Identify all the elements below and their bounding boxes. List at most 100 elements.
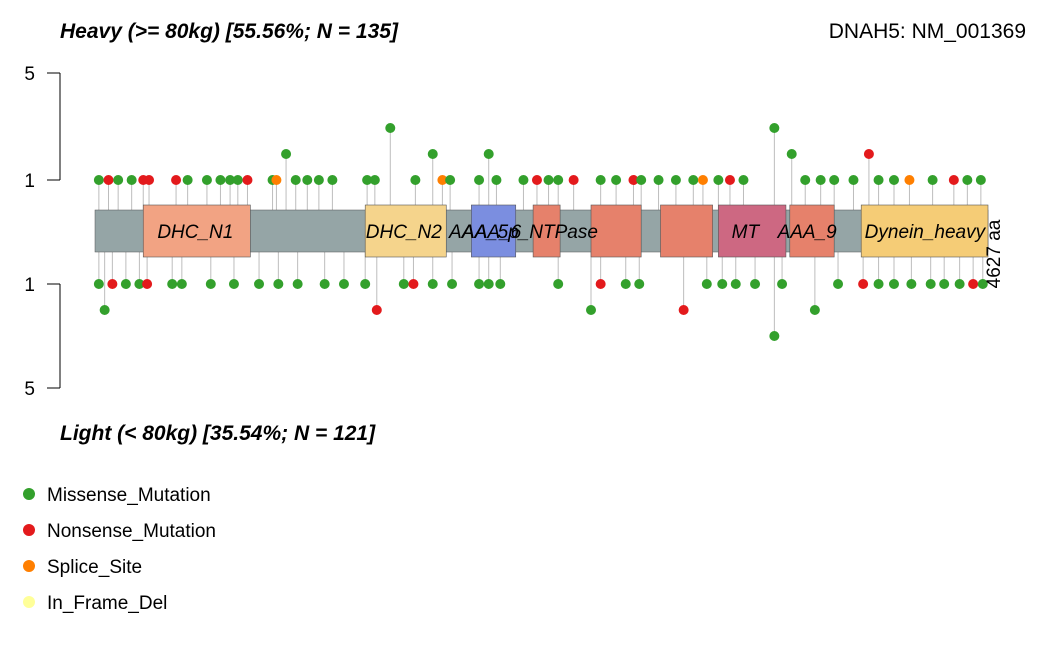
mutation-point bbox=[360, 279, 371, 289]
mutation-point bbox=[281, 149, 292, 159]
legend-marker bbox=[23, 560, 35, 572]
mutation-point bbox=[410, 175, 421, 185]
mutation-point bbox=[518, 175, 529, 185]
mutation-point bbox=[292, 279, 303, 289]
mutation-point bbox=[483, 149, 494, 159]
mutation-point bbox=[948, 175, 959, 185]
mutation-point bbox=[182, 175, 193, 185]
mutation-point bbox=[126, 175, 137, 185]
mutation-point bbox=[93, 279, 104, 289]
legend-label: Nonsense_Mutation bbox=[47, 521, 216, 542]
mutation-point bbox=[543, 175, 554, 185]
mutation-point bbox=[786, 149, 797, 159]
mutation-point bbox=[408, 279, 419, 289]
mutation-point bbox=[302, 175, 313, 185]
domain-label: AAA_9 bbox=[777, 222, 838, 243]
mutation-point bbox=[447, 279, 458, 289]
mutation-point bbox=[483, 279, 494, 289]
lollipop-heads bbox=[93, 123, 988, 341]
mutation-point bbox=[254, 279, 265, 289]
mutation-point bbox=[769, 123, 780, 133]
mutation-point bbox=[925, 279, 936, 289]
mutation-point bbox=[103, 175, 114, 185]
mutation-point bbox=[939, 279, 950, 289]
mutation-point bbox=[362, 175, 373, 185]
mutation-point bbox=[717, 279, 728, 289]
mutation-point bbox=[800, 175, 811, 185]
domain-label: DHC_N2 bbox=[366, 222, 442, 243]
mutation-point bbox=[670, 175, 681, 185]
mutation-point bbox=[904, 175, 915, 185]
mutation-point bbox=[531, 175, 542, 185]
legend-label: In_Frame_Del bbox=[47, 593, 167, 614]
legend: Missense_Mutation Nonsense_Mutation Splice… bbox=[23, 485, 216, 614]
mutation-point bbox=[167, 279, 178, 289]
mutation-point bbox=[201, 175, 212, 185]
mutation-point bbox=[369, 175, 380, 185]
mutation-point bbox=[495, 279, 506, 289]
domain-label: MT bbox=[732, 222, 761, 243]
mutation-point bbox=[176, 279, 187, 289]
mutation-point bbox=[701, 279, 712, 289]
domain-box bbox=[789, 204, 835, 258]
mutation-point bbox=[338, 279, 349, 289]
mutation-point bbox=[271, 175, 282, 185]
mutation-point bbox=[385, 123, 396, 133]
domain-label: Dynein_heavy bbox=[865, 222, 987, 243]
mutation-point bbox=[889, 279, 900, 289]
protein-domains bbox=[142, 204, 989, 258]
mutation-point bbox=[620, 279, 631, 289]
mutation-point bbox=[290, 175, 301, 185]
mutation-point bbox=[724, 175, 735, 185]
mutation-point bbox=[750, 279, 761, 289]
mutation-point bbox=[595, 175, 606, 185]
mutation-point bbox=[242, 175, 253, 185]
legend-marker bbox=[23, 524, 35, 536]
mutation-point bbox=[777, 279, 788, 289]
domain-box bbox=[142, 204, 251, 258]
mutation-point bbox=[113, 175, 124, 185]
top-group-title: Heavy (>= 80kg) [55.56%; N = 135] bbox=[60, 20, 399, 43]
mutation-point bbox=[553, 175, 564, 185]
mutation-point bbox=[873, 279, 884, 289]
domain-box bbox=[532, 204, 561, 258]
mutation-point bbox=[225, 175, 236, 185]
y-tick-label: 1 bbox=[24, 171, 35, 192]
mutation-point bbox=[595, 279, 606, 289]
mutation-point bbox=[474, 279, 485, 289]
mutation-point bbox=[398, 279, 409, 289]
mutation-point bbox=[327, 175, 338, 185]
mutation-point bbox=[142, 279, 153, 289]
mutation-point bbox=[228, 279, 239, 289]
mutation-point bbox=[873, 175, 884, 185]
mutation-point bbox=[93, 175, 104, 185]
mutation-point bbox=[273, 279, 284, 289]
mutation-point bbox=[730, 279, 741, 289]
mutation-point bbox=[205, 279, 216, 289]
mutation-point bbox=[713, 175, 724, 185]
mutation-point bbox=[99, 305, 110, 315]
mutation-point bbox=[144, 175, 155, 185]
mutation-point bbox=[968, 279, 979, 289]
domain-label: AAA_6 bbox=[461, 222, 522, 243]
mutation-point bbox=[134, 279, 145, 289]
mutation-point bbox=[611, 175, 622, 185]
domain-label: DHC_N1 bbox=[157, 222, 233, 243]
mutation-point bbox=[445, 175, 456, 185]
mutation-point bbox=[568, 175, 579, 185]
mutation-point bbox=[553, 279, 564, 289]
legend-marker bbox=[23, 488, 35, 500]
y-tick-label: 5 bbox=[24, 379, 35, 400]
domain-box bbox=[718, 204, 787, 258]
bottom-group-title: Light (< 80kg) [35.54%; N = 121] bbox=[60, 422, 376, 445]
gene-label: DNAH5: NM_001369 bbox=[829, 20, 1026, 43]
mutation-point bbox=[858, 279, 869, 289]
mutation-point bbox=[863, 149, 874, 159]
mutation-point bbox=[889, 175, 900, 185]
mutation-point bbox=[688, 175, 699, 185]
mutation-point bbox=[171, 175, 182, 185]
mutation-point bbox=[319, 279, 330, 289]
domain-box bbox=[364, 204, 447, 258]
